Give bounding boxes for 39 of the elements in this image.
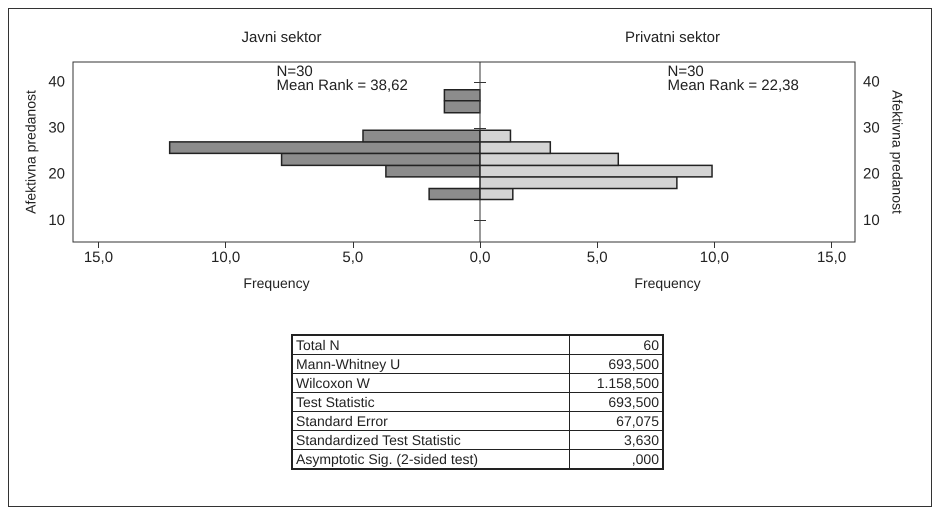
annotation: N=30 [668,63,704,80]
text: ,000 [570,450,663,469]
x-tick-label: 15,0 [84,249,114,266]
y-tick-label: 40 [863,73,880,90]
text: Test Statistic [292,392,570,412]
y-axis-title: Afektivna predanost [890,90,906,214]
annotation: N=30 [276,63,313,80]
text: Mann-Whitney U [292,354,570,374]
x-axis-title: Frequency [634,275,701,291]
y-tick-label: 10 [863,212,880,229]
x-tick-label: 5,0 [586,249,608,266]
text: 1.158,500 [570,374,663,392]
y-tick-label: 40 [48,73,65,90]
x-tick-label: 10,0 [211,249,240,266]
y-tick-label: 20 [863,166,880,183]
chart-title: Javni sektor [241,29,322,46]
x-tick-label: 5,0 [342,249,364,266]
annotation: Mean Rank = 38,62 [276,77,408,94]
x-tick-label: 0,0 [470,249,490,266]
text: Standard Error [292,412,570,430]
y-tick-label: 30 [48,120,65,136]
text: 693,500 [570,392,663,412]
y-tick-label: 10 [48,212,65,229]
text: 3,630 [570,430,663,450]
y-tick-label: 30 [863,120,880,136]
text: 60 [570,335,663,354]
x-axis-title: Frequency [243,275,310,291]
text: Standardized Test Statistic [292,430,570,450]
x-tick-label: 15,0 [816,249,846,266]
chart-title: Privatni sektor [624,29,720,46]
text: Wilcoxon W [292,374,570,392]
text: Total N [292,335,570,354]
y-axis-title: Afektivna predanost [22,90,38,214]
y-tick-label: 20 [48,166,65,183]
x-tick-label: 10,0 [700,249,729,266]
text: Asymptotic Sig. (2-sided test) [292,450,570,469]
annotation: Mean Rank = 22,38 [667,77,799,94]
text: 67,075 [570,412,663,430]
text: 693,500 [570,354,663,374]
